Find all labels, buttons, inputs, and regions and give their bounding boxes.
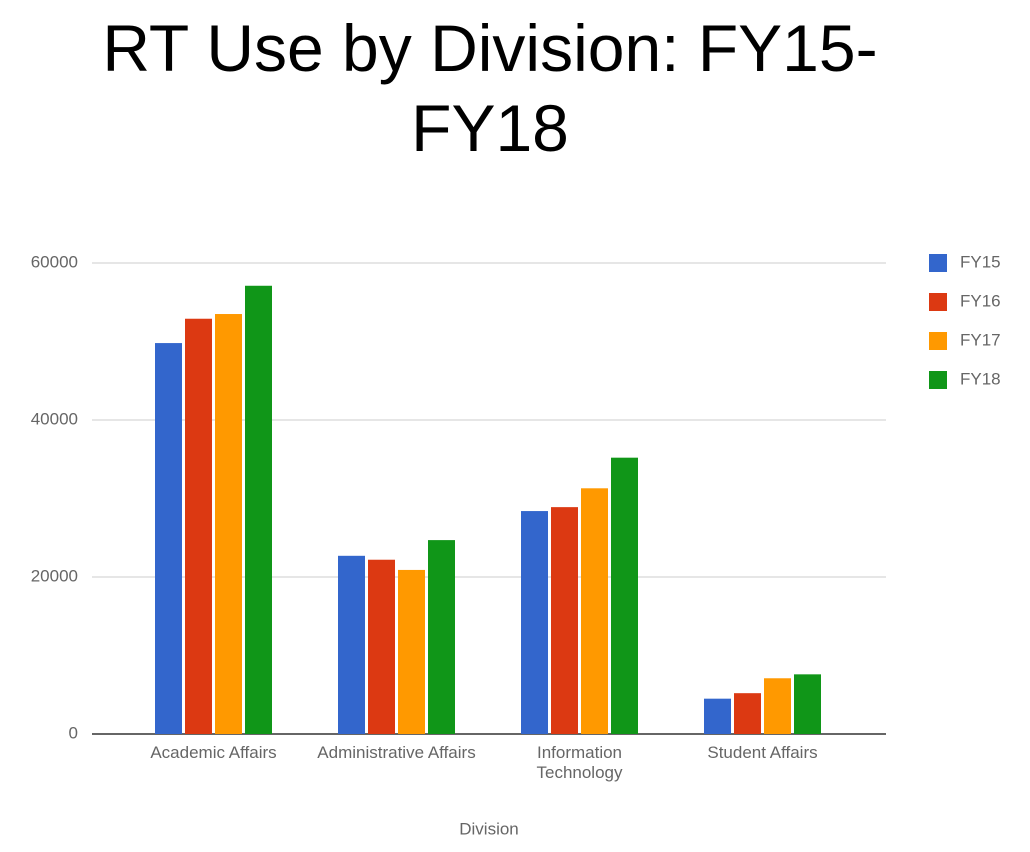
x-tick-label: Information Technology xyxy=(536,743,623,782)
legend-label: FY15 xyxy=(960,252,1001,271)
bar xyxy=(155,343,182,734)
x-tick-label-box: Information Technology xyxy=(536,743,623,782)
bar xyxy=(215,314,242,734)
legend-swatch xyxy=(929,254,947,272)
x-tick-label-box: Academic Affairs xyxy=(150,743,277,762)
legend-label: FY18 xyxy=(960,369,1001,388)
legend-swatch xyxy=(929,332,947,350)
y-tick-label: 20000 xyxy=(31,566,78,585)
x-tick-label-box: Student Affairs xyxy=(707,743,818,762)
bar xyxy=(581,488,608,734)
legend-label: FY17 xyxy=(960,330,1001,349)
bar xyxy=(368,559,395,734)
bar xyxy=(764,678,791,734)
legend-swatch xyxy=(929,293,947,311)
bar xyxy=(338,555,365,734)
x-axis-label: Division xyxy=(459,819,519,838)
x-tick-label: Academic Affairs xyxy=(150,743,277,762)
bar xyxy=(551,507,578,734)
bar xyxy=(794,674,821,734)
x-tick-label-box: Administrative Affairs xyxy=(317,743,476,762)
legend-label: FY16 xyxy=(960,291,1001,310)
bar xyxy=(398,569,425,734)
bar xyxy=(734,693,761,734)
bar xyxy=(521,511,548,734)
bar xyxy=(428,540,455,734)
bar xyxy=(704,698,731,734)
x-tick-label: Administrative Affairs xyxy=(317,743,476,762)
chart-title: RT Use by Division: FY15-FY18 xyxy=(102,11,878,165)
y-tick-label: 60000 xyxy=(31,252,78,271)
y-tick-label: 0 xyxy=(69,723,78,742)
y-tick-label: 40000 xyxy=(31,409,78,428)
legend-swatch xyxy=(929,371,947,389)
bar xyxy=(185,318,212,734)
x-tick-label: Student Affairs xyxy=(707,743,818,762)
bar xyxy=(245,285,272,734)
bar xyxy=(611,457,638,734)
